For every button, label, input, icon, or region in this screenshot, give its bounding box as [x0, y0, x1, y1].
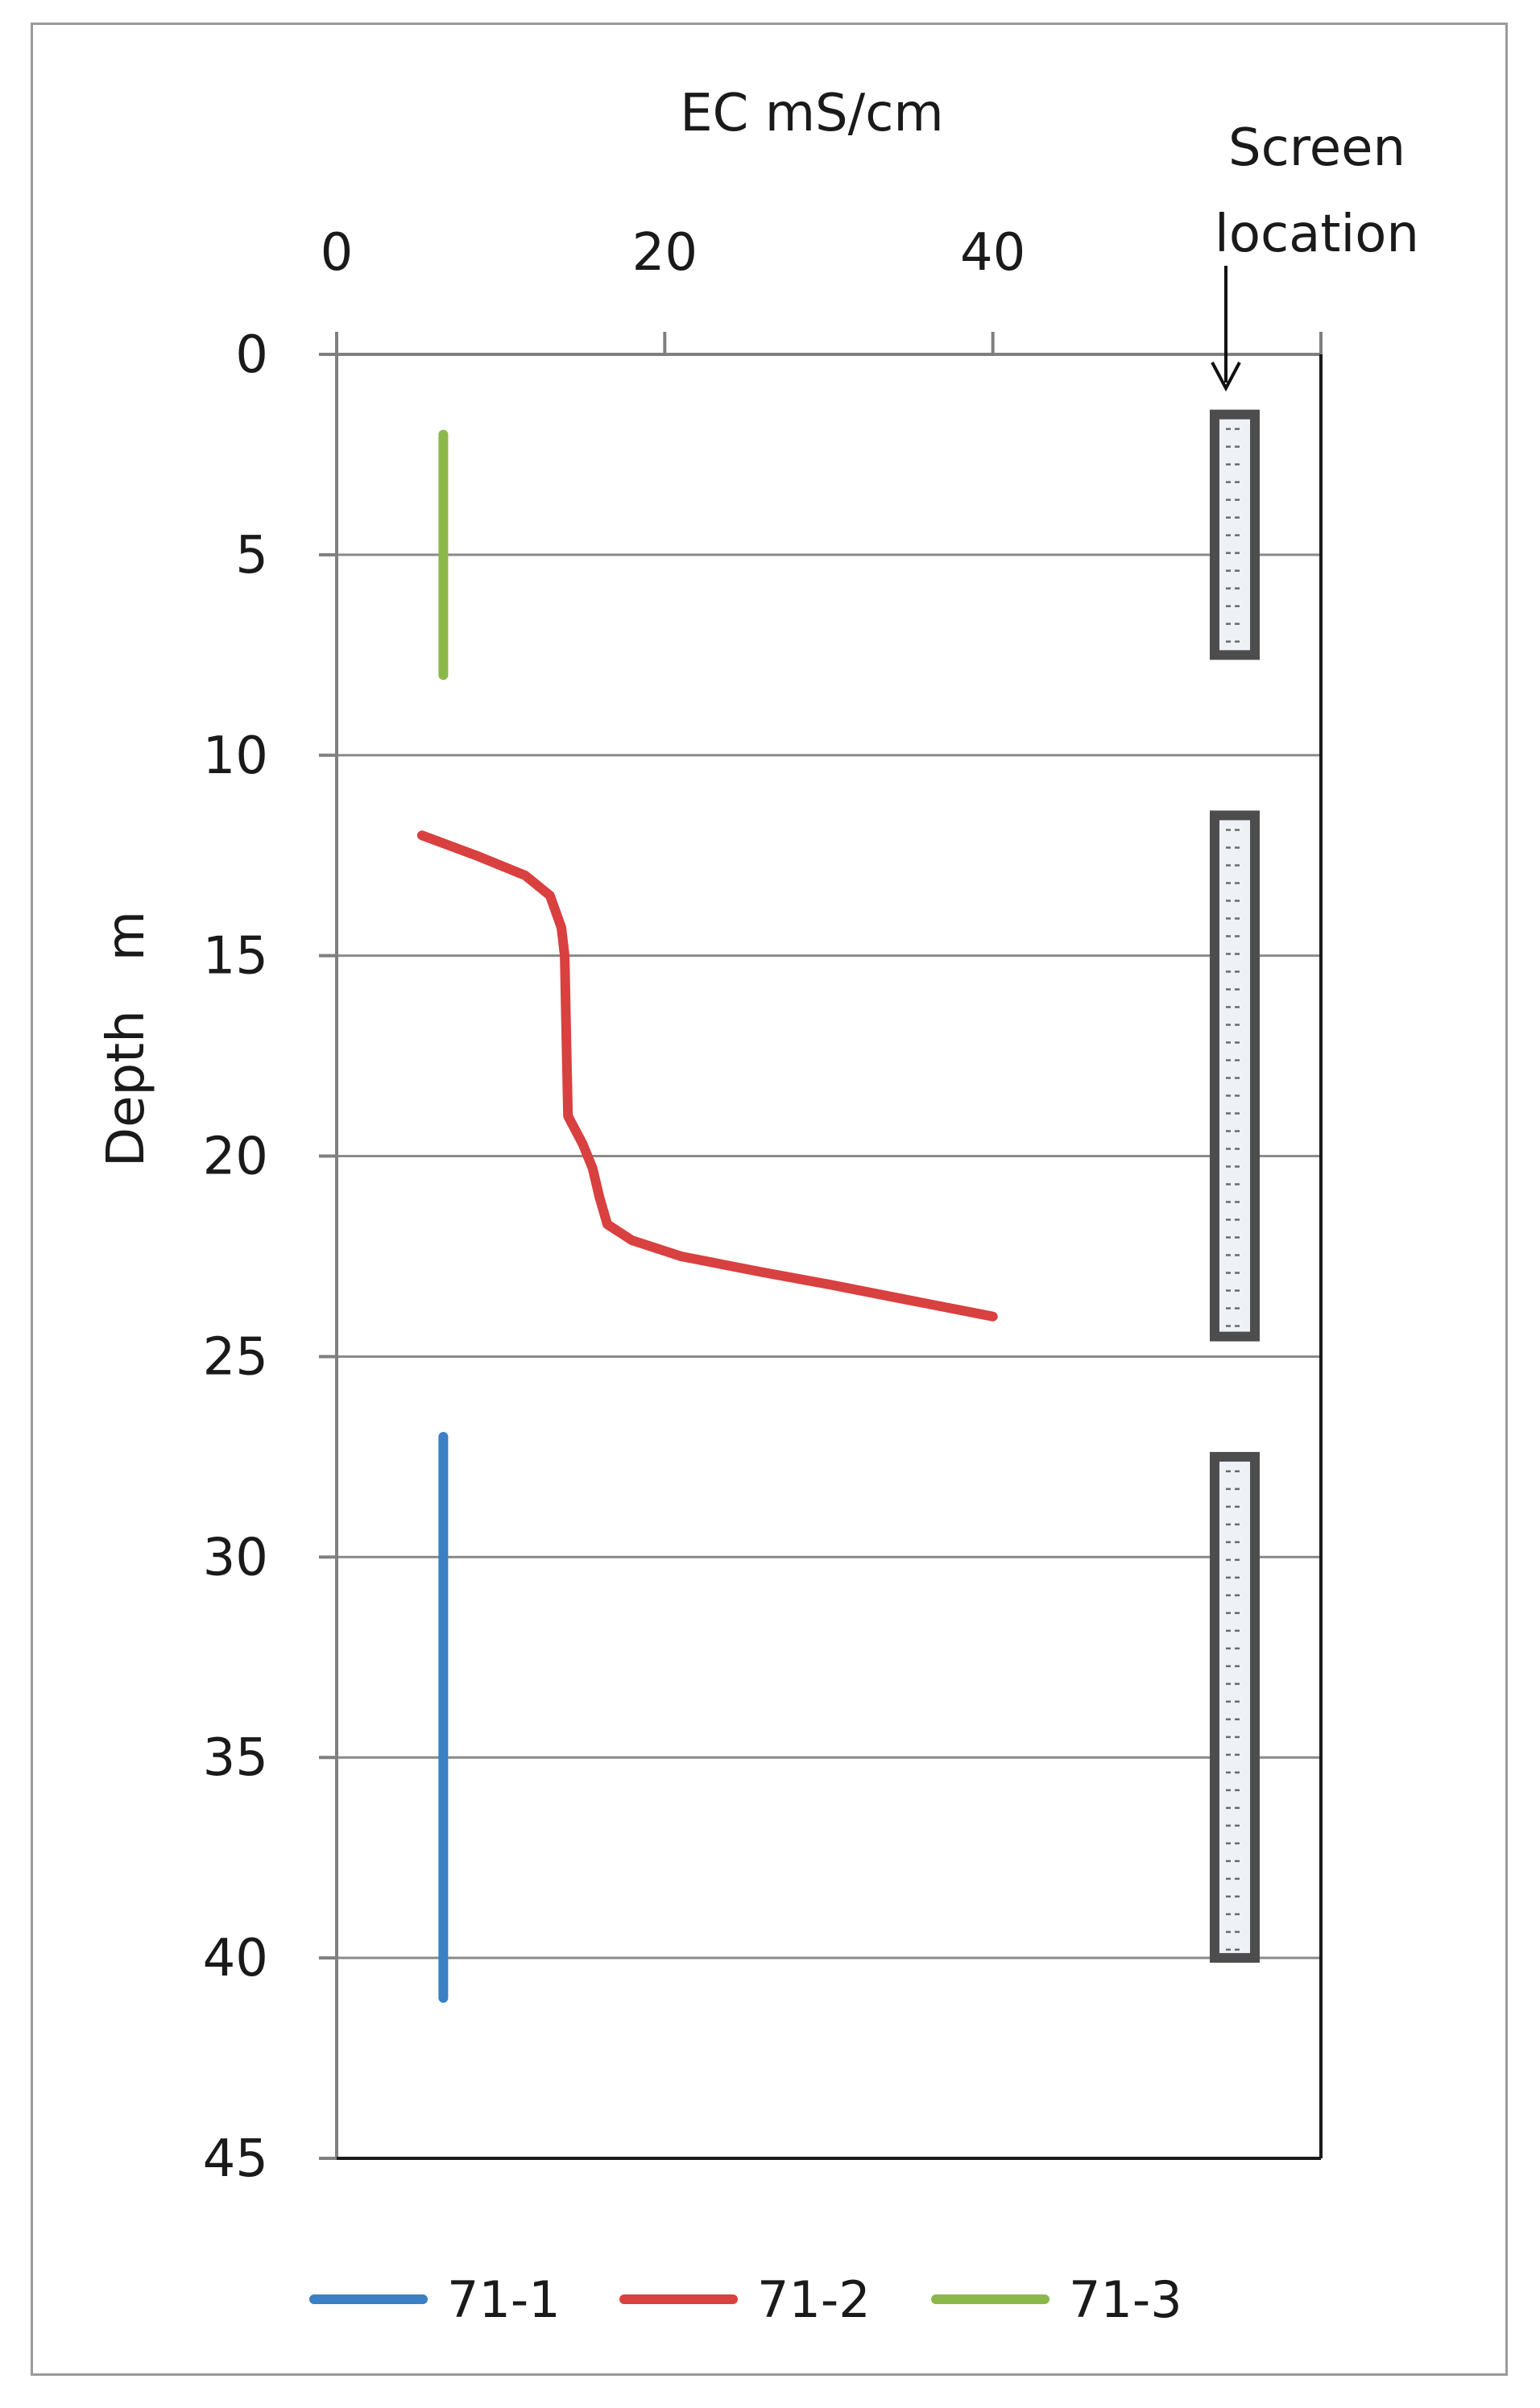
tick-marks	[319, 332, 1323, 2160]
y-tick-label-0: 0	[235, 325, 268, 385]
x-tick-label-40: 40	[960, 223, 1025, 283]
y-tick-label-10: 10	[203, 726, 268, 786]
y-tick-label-25: 25	[203, 1327, 268, 1387]
legend-label-71-2: 71-2	[757, 2270, 871, 2329]
screen-bar-2	[1210, 810, 1260, 1342]
y-tick-label-35: 35	[203, 1728, 268, 1788]
legend-label-71-3: 71-3	[1069, 2270, 1182, 2329]
screen-bar-3	[1210, 1451, 1260, 1963]
x-axis-title: EC mS/cm	[680, 84, 944, 143]
y-tick-label-5: 5	[235, 526, 268, 585]
plot-area	[335, 353, 1323, 2160]
y-tick-label-15: 15	[203, 927, 268, 987]
x-tick-label-0: 0	[321, 223, 354, 283]
y-tick-label-40: 40	[203, 1929, 268, 1988]
screen-annotation-line2: location	[1215, 205, 1419, 264]
screen-bar-body	[1210, 810, 1260, 1342]
screen-bar-1	[1210, 409, 1260, 660]
legend: 71-1 71-2 71-3	[309, 2270, 1182, 2329]
screen-bar-body	[1210, 1451, 1260, 1963]
series-lines	[416, 429, 998, 2003]
screen-location-bars	[1210, 409, 1260, 1963]
legend-label-71-1: 71-1	[447, 2270, 561, 2329]
x-tick-label-20: 20	[632, 223, 698, 283]
tick-labels: 0 20 40 0 5 10 15 20 25 30 35 40 45	[203, 223, 1026, 2189]
grid-lines	[337, 553, 1321, 1959]
y-tick-label-30: 30	[203, 1528, 268, 1587]
screen-arrow	[1211, 266, 1241, 392]
y-axis-title: Depth m	[97, 911, 156, 1167]
y-tick-label-45: 45	[203, 2129, 268, 2189]
screen-annotation-line1: Screen	[1228, 118, 1405, 178]
figure-frame	[31, 23, 1508, 2376]
y-tick-label-20: 20	[203, 1127, 268, 1187]
series-line-71-2	[416, 830, 998, 1322]
